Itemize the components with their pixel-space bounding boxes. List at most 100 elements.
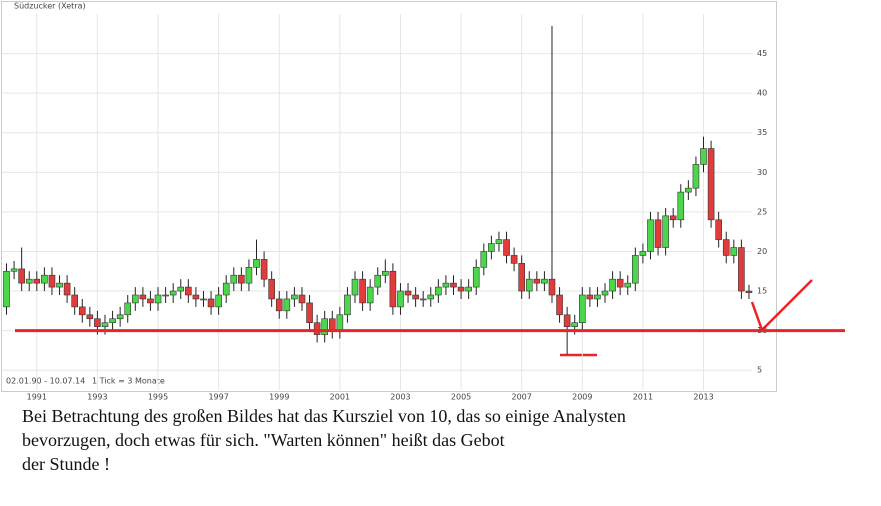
candle-body xyxy=(215,294,222,308)
candle-body xyxy=(63,282,71,296)
candle-body xyxy=(344,294,351,316)
candle-body xyxy=(715,219,722,240)
y-tick-label: 30 xyxy=(757,168,767,177)
y-tick-label: 15 xyxy=(757,287,767,296)
candle-body xyxy=(685,187,692,193)
candle-body xyxy=(738,247,745,292)
candle-body xyxy=(639,251,647,256)
candle-body xyxy=(48,274,56,288)
candle-body xyxy=(260,259,268,280)
x-tick-label: 2007 xyxy=(512,393,532,401)
y-tick-label: 25 xyxy=(757,207,767,216)
candle-body xyxy=(94,318,101,327)
candle-body xyxy=(25,278,33,284)
candle-body xyxy=(374,274,382,288)
tick-note: 1 Tick = 3 Monate xyxy=(92,377,165,386)
candle-body xyxy=(662,215,669,248)
candle-body xyxy=(548,278,556,296)
candle-body xyxy=(609,278,616,292)
candle-body xyxy=(571,322,579,327)
caption-line: bevorzugen, doch etwas für sich. "Warten… xyxy=(22,430,505,450)
candle-body xyxy=(669,215,677,221)
caption-line: Bei Betrachtung des großen Bildes hat da… xyxy=(22,406,626,426)
x-tick-label: 1995 xyxy=(148,393,168,401)
candle-body xyxy=(518,263,525,292)
candle-body xyxy=(594,294,601,300)
candle-body xyxy=(177,286,185,292)
candle-body xyxy=(404,290,412,296)
candle-body xyxy=(586,294,594,300)
candle-body xyxy=(109,318,116,324)
candle-body xyxy=(533,278,541,284)
candle-body xyxy=(412,294,419,300)
candle-body xyxy=(222,282,230,296)
candle-body xyxy=(306,302,313,324)
candle-body xyxy=(457,286,465,292)
candle-body xyxy=(207,298,215,308)
candle-body xyxy=(253,259,260,268)
candle-body xyxy=(488,243,495,252)
x-tick-label: 2013 xyxy=(693,393,713,401)
candle-body xyxy=(131,294,139,304)
y-tick-label: 5 xyxy=(757,366,762,375)
x-tick-label: 1999 xyxy=(269,393,289,401)
candle-body xyxy=(41,274,48,284)
candle-body xyxy=(185,286,192,296)
candle-body xyxy=(18,268,25,284)
candle-body xyxy=(283,298,291,312)
candle-body xyxy=(632,255,639,284)
candle-body xyxy=(730,247,738,256)
chart-title: Südzucker (Xetra) xyxy=(14,2,86,11)
candle-body xyxy=(616,278,624,288)
y-tick-label: 40 xyxy=(757,89,767,98)
candle-body xyxy=(510,255,518,264)
candle-body xyxy=(472,267,480,288)
x-tick-label: 2011 xyxy=(633,393,653,401)
candle-body xyxy=(525,278,533,292)
x-tick-label: 2009 xyxy=(572,393,592,401)
candle-body xyxy=(116,314,124,320)
candle-body xyxy=(700,148,707,165)
x-tick-label: 2001 xyxy=(330,393,350,401)
caption: Bei Betrachtung des großen Bildes hat da… xyxy=(22,404,626,476)
candle-body xyxy=(450,282,457,288)
candle-body xyxy=(139,294,147,300)
candle-body xyxy=(745,290,753,293)
x-tick-label: 2005 xyxy=(451,393,471,401)
candle-body xyxy=(382,270,389,276)
candle-body xyxy=(200,298,207,301)
y-tick-label: 20 xyxy=(757,247,767,256)
candle-body xyxy=(397,290,404,308)
candle-body xyxy=(86,314,94,320)
candle-body xyxy=(78,306,86,316)
candle-body xyxy=(238,274,245,284)
candle-body xyxy=(578,294,586,324)
candle-body xyxy=(435,286,442,296)
caption-line: der Stunde ! xyxy=(22,454,110,474)
candle-body xyxy=(230,274,238,284)
candle-body xyxy=(268,278,275,300)
candle-body xyxy=(563,314,571,327)
x-tick-label: 2003 xyxy=(390,393,410,401)
candle-body xyxy=(169,290,177,296)
candle-body xyxy=(124,302,132,316)
candle-body xyxy=(313,322,321,335)
candle-body xyxy=(162,294,169,297)
candle-body xyxy=(624,282,632,288)
candle-body xyxy=(10,268,18,272)
candle-body xyxy=(366,286,374,304)
candle-body xyxy=(275,298,283,312)
candle-body xyxy=(328,318,336,331)
chart: Südzucker (Xetra) 02.01.90 - 10.07.14 1 … xyxy=(1,1,845,401)
candle-body xyxy=(351,278,359,296)
candle-body xyxy=(3,270,10,308)
candle-body xyxy=(56,282,63,288)
candle-body xyxy=(321,318,329,335)
candle-body xyxy=(707,148,715,221)
candle-body xyxy=(647,219,654,252)
candle-body xyxy=(722,239,730,256)
candle-body xyxy=(291,294,298,300)
chart-frame xyxy=(1,1,777,392)
candle-body xyxy=(480,251,488,268)
